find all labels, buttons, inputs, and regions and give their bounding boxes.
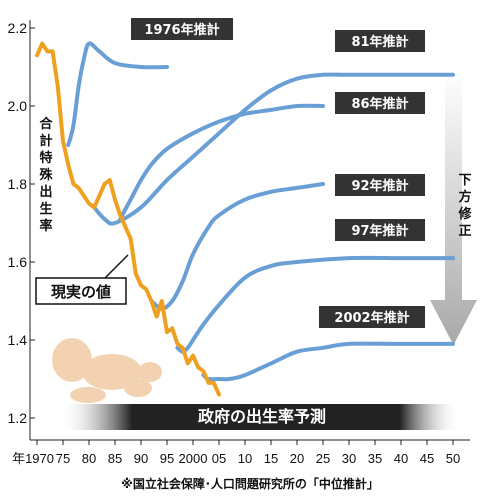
projection-label-box (335, 92, 425, 114)
y-tick-label: 1.6 (8, 254, 28, 270)
x-tick-label: 95 (160, 451, 174, 466)
actual-label: 現実の値 (51, 283, 111, 301)
y-tick-label: 1.8 (8, 176, 28, 192)
actual-series (35, 41, 221, 397)
x-tick-label: 50 (446, 451, 460, 466)
revision-arrow (430, 72, 477, 345)
x-tick-label: 35 (368, 451, 382, 466)
projection-label: 86年推計 (351, 96, 408, 112)
projection-label: 1976年推計 (144, 22, 219, 38)
x-tick-label: 10 (238, 451, 252, 466)
x-tick-label: 85 (108, 451, 122, 466)
footnote: ※国立社会保障･人口問題研究所の「中位推計」 (121, 476, 379, 491)
projection-label-box (319, 306, 425, 328)
x-tick-label: 80 (82, 451, 96, 466)
y-axis-label-text: 合計特殊出生率 (39, 116, 53, 234)
projection-line (118, 103, 325, 222)
x-ticks: 年1970 75 80 85 90 95 2000 05 10 15 20 25 30 35 40 45 50 (12, 440, 460, 466)
actual-line (35, 41, 221, 397)
x-tick-label: 30 (342, 451, 356, 466)
x-tick-label: 20 (290, 451, 304, 466)
projection-label: 92年推計 (351, 178, 408, 194)
projection-line (92, 72, 455, 226)
projection-label: 2002年推計 (334, 310, 409, 326)
revision-label: 下方修正 (457, 173, 472, 239)
y-tick-label: 1.4 (8, 332, 28, 348)
y-tick-label: 1.2 (8, 410, 28, 426)
projection-line (201, 341, 455, 382)
y-tick-label: 2.2 (8, 20, 28, 36)
revision-label-text: 下方修正 (457, 173, 472, 239)
projection-label: 81年推計 (351, 34, 408, 50)
projection-series: 1976年推計 81年推計 86年推計 92年推計 97年推計 2002年推計 (66, 18, 455, 382)
x-tick-label: 90 (134, 451, 148, 466)
projection-line (149, 182, 325, 311)
projection-line (175, 255, 455, 354)
projection-label-box (131, 18, 233, 40)
x-tick-label: 75 (56, 451, 70, 466)
actual-label-box (35, 277, 127, 305)
x-tick-label: 2000 (179, 451, 208, 466)
projection-label-box (335, 30, 425, 52)
projection-line (66, 41, 169, 147)
projection-label-box (335, 219, 425, 241)
x-tick-label: 25 (316, 451, 330, 466)
x-tick-label: 45 (420, 451, 434, 466)
projection-label-box (335, 174, 425, 196)
y-ticks: 2.2 2.0 1.8 1.6 1.4 1.2 (8, 20, 35, 426)
y-axis-label: 合計特殊出生率 (39, 116, 53, 234)
projection-label: 97年推計 (351, 223, 408, 239)
x-tick-label: 15 (264, 451, 278, 466)
y-tick-label: 2.0 (8, 98, 28, 114)
x-tick-label: 年1970 (12, 451, 54, 466)
x-tick-label: 05 (212, 451, 226, 466)
x-tick-label: 40 (394, 451, 408, 466)
forecast-banner-text: 政府の出生率予測 (198, 407, 326, 426)
baby-illustration (52, 338, 162, 403)
forecast-banner (60, 404, 460, 430)
